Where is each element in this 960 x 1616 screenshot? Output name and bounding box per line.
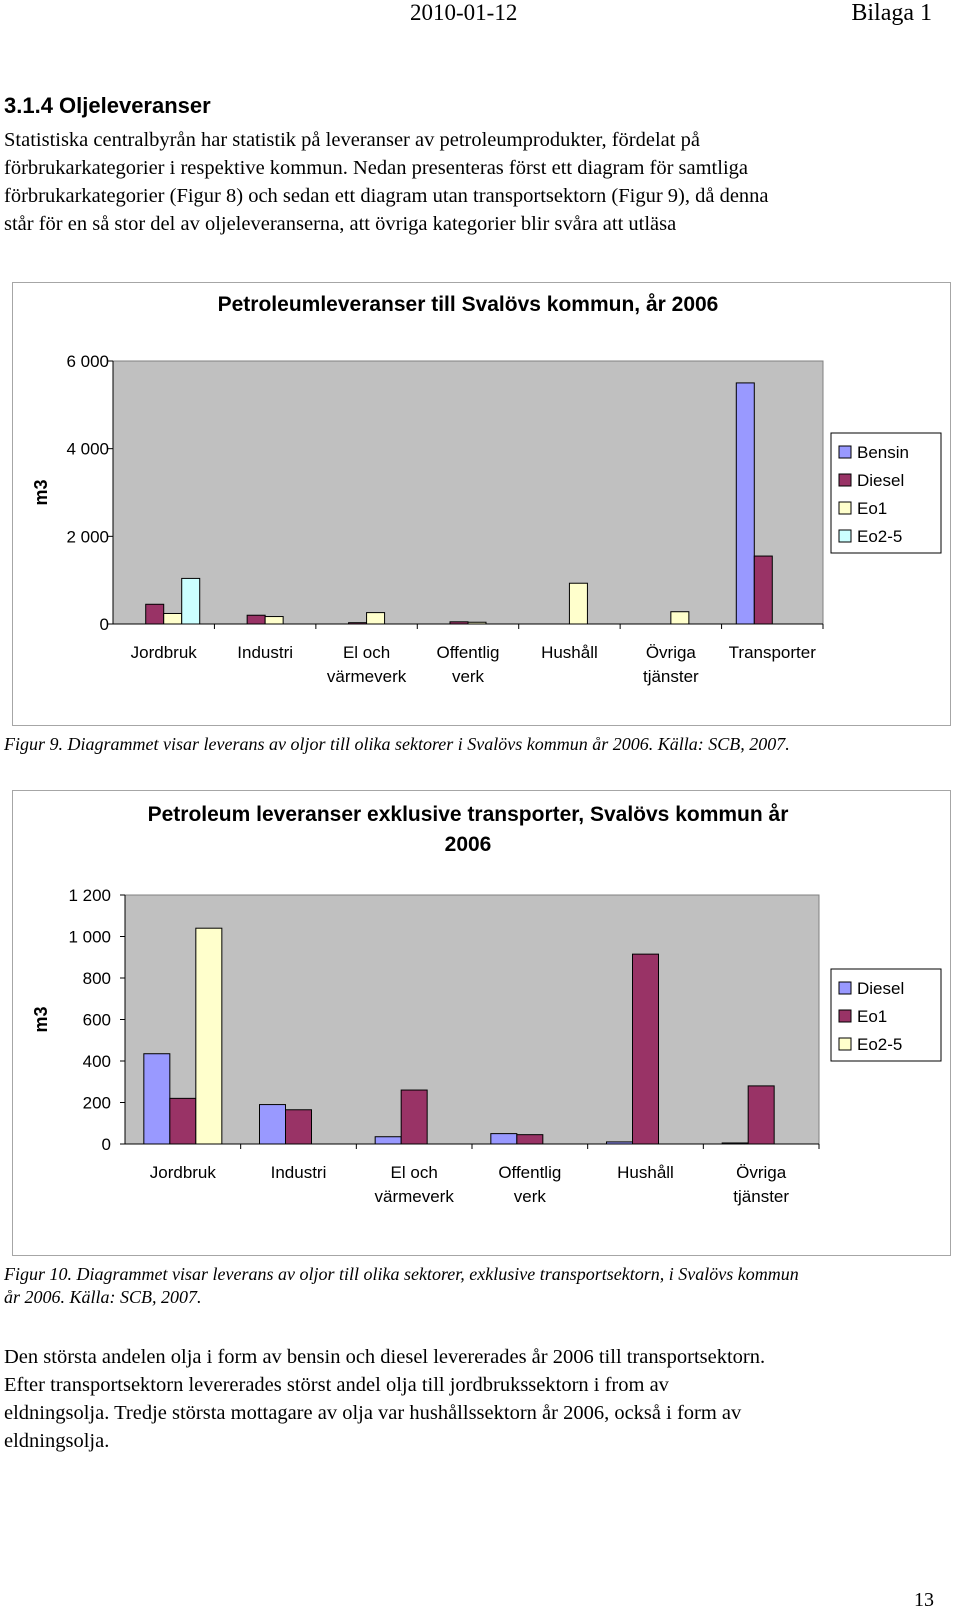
y-tick-label: 400: [83, 1052, 111, 1071]
x-tick-label: Jordbruk: [150, 1163, 217, 1182]
x-tick-label: värmeverk: [327, 667, 407, 686]
legend-swatch: [838, 529, 852, 543]
bar: [449, 621, 469, 625]
legend-label: Bensin: [857, 443, 909, 462]
y-tick-label: 2 000: [66, 527, 109, 546]
y-tick-label: 0: [100, 615, 109, 634]
intro-line: förbrukarkategorier (Figur 8) och sedan …: [4, 185, 769, 207]
y-tick-label: 600: [83, 1011, 111, 1030]
bar: [721, 1142, 749, 1145]
x-tick-label: Jordbruk: [131, 643, 198, 662]
header-appendix: Bilaga 1: [851, 0, 932, 26]
page-number: 13: [914, 1589, 934, 1611]
x-tick-label: El och: [343, 643, 390, 662]
bar: [366, 612, 386, 625]
legend-label: Eo2-5: [857, 527, 902, 546]
bar: [568, 582, 588, 625]
bar: [143, 1053, 171, 1145]
y-tick-label: 1 000: [68, 928, 111, 947]
intro-line: Statistiska centralbyrån har statistik p…: [4, 129, 700, 151]
chart-title: Petroleum leveranser exklusive transport…: [148, 803, 789, 826]
bar: [753, 555, 773, 625]
legend-label: Eo1: [857, 499, 887, 518]
conclusion-line: Den största andelen olja i form av bensi…: [4, 1346, 766, 1368]
legend-label: Diesel: [857, 979, 904, 998]
conclusion-line: eldningsolja. Tredje största mottagare a…: [4, 1402, 742, 1424]
y-tick-label: 4 000: [66, 440, 109, 459]
plot-area: [124, 894, 820, 1145]
bar: [163, 612, 183, 625]
bar: [632, 953, 659, 1145]
bar: [670, 611, 690, 625]
plot-area: [112, 360, 824, 625]
bar: [169, 1097, 197, 1145]
x-tick-label: verk: [514, 1187, 547, 1206]
x-tick-label: Industri: [271, 1163, 327, 1182]
y-tick-label: 800: [83, 969, 111, 988]
legend-swatch: [838, 1037, 852, 1051]
x-tick-label: tjänster: [643, 667, 699, 686]
y-tick-label: 6 000: [66, 352, 109, 371]
bar: [285, 1109, 312, 1145]
conclusion-line: Efter transportsektorn levererades störs…: [4, 1374, 669, 1396]
x-tick-label: El och: [391, 1163, 438, 1182]
chart-title: Petroleumleveranser till Svalövs kommun,…: [218, 293, 719, 316]
bar: [467, 621, 487, 625]
x-tick-label: Hushåll: [541, 643, 598, 662]
y-tick-label: 200: [83, 1094, 111, 1113]
chart-title: 2006: [445, 833, 492, 856]
figure-10-caption: Figur 10. Diagrammet visar leverans av o…: [4, 1263, 954, 1309]
bar: [348, 622, 368, 625]
legend-swatch: [838, 501, 852, 515]
figure-9-caption: Figur 9. Diagrammet visar leverans av ol…: [4, 734, 790, 754]
y-tick-label: 0: [102, 1135, 111, 1154]
conclusion-paragraph: Den största andelen olja i form av bensi…: [4, 1343, 954, 1455]
legend-swatch: [838, 981, 852, 995]
legend-swatch: [838, 445, 852, 459]
x-tick-label: Övriga: [736, 1163, 787, 1182]
bar: [516, 1134, 544, 1145]
y-axis-title: m3: [31, 479, 51, 505]
header-date: 2010-01-12: [410, 0, 518, 25]
x-tick-label: Hushåll: [617, 1163, 674, 1182]
bar: [747, 1085, 775, 1145]
legend-swatch: [838, 1009, 852, 1023]
y-axis-title: m3: [31, 1006, 51, 1032]
bar: [246, 614, 266, 625]
bar: [490, 1133, 518, 1145]
bar: [259, 1104, 286, 1145]
chart-figure-10: Petroleum leveranser exklusive transport…: [12, 790, 951, 1256]
y-tick-label: 1 200: [68, 886, 111, 905]
intro-line: står för en så stor del av oljeleveranse…: [4, 213, 677, 235]
bar: [145, 603, 165, 625]
x-tick-label: Offentlig: [498, 1163, 561, 1182]
section-title: 3.1.4 Oljeleveranser: [4, 93, 211, 118]
x-tick-label: tjänster: [733, 1187, 789, 1206]
bar: [400, 1089, 428, 1145]
caption-line: år 2006. Källa: SCB, 2007.: [4, 1287, 202, 1307]
intro-line: förbrukarkategorier i respektive kommun.…: [4, 157, 748, 179]
caption-line: Figur 10. Diagrammet visar leverans av o…: [4, 1264, 799, 1284]
chart-1-svg: Petroleumleveranser till Svalövs kommun,…: [31, 293, 942, 686]
bar: [606, 1141, 633, 1145]
bar: [374, 1136, 402, 1145]
x-tick-label: värmeverk: [374, 1187, 454, 1206]
legend-label: Diesel: [857, 471, 904, 490]
conclusion-line: eldningsolja.: [4, 1430, 110, 1452]
chart-2-svg: Petroleum leveranser exklusive transport…: [31, 803, 942, 1206]
bar: [181, 577, 201, 625]
x-tick-label: Offentlig: [436, 643, 499, 662]
bar: [264, 616, 284, 625]
legend-label: Eo1: [857, 1007, 887, 1026]
x-tick-label: Transporter: [729, 643, 817, 662]
chart-figure-9: Petroleumleveranser till Svalövs kommun,…: [12, 282, 951, 726]
x-tick-label: Industri: [237, 643, 293, 662]
bar: [195, 927, 223, 1145]
x-tick-label: verk: [452, 667, 485, 686]
legend-swatch: [838, 473, 852, 487]
intro-paragraph: Statistiska centralbyrån har statistik p…: [4, 126, 954, 238]
legend-label: Eo2-5: [857, 1035, 902, 1054]
bar: [735, 382, 755, 625]
x-tick-label: Övriga: [646, 643, 697, 662]
